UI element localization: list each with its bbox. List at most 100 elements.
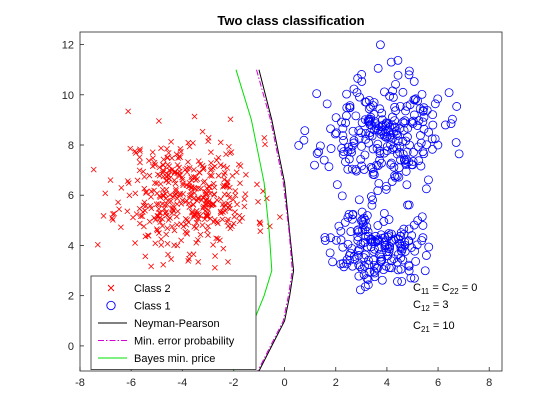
data-point-x <box>204 227 210 234</box>
data-point-o <box>380 241 390 250</box>
annotation-c12: C12 = 3 <box>413 299 449 313</box>
data-point-o <box>331 235 341 245</box>
data-point-o <box>352 226 362 236</box>
data-point-o <box>345 101 355 110</box>
data-point-o <box>433 140 443 150</box>
data-point-x <box>205 232 211 238</box>
data-point-x <box>214 220 221 227</box>
data-point-x <box>174 221 180 228</box>
data-point-x <box>195 195 202 202</box>
data-point-x <box>164 155 171 161</box>
legend-label-class-1: Class 1 <box>134 301 171 313</box>
data-point-o <box>375 249 385 259</box>
data-point-x <box>235 161 242 168</box>
data-point-x <box>195 258 202 265</box>
data-point-x <box>142 207 148 214</box>
data-point-o <box>375 155 384 165</box>
data-point-o <box>349 138 359 148</box>
data-point-x <box>143 190 149 196</box>
data-point-x <box>213 235 220 242</box>
data-point-x <box>177 148 184 155</box>
data-point-x <box>233 169 240 176</box>
data-point-x <box>167 191 173 198</box>
data-point-x <box>172 188 179 194</box>
data-point-x <box>241 196 248 202</box>
data-point-o <box>312 149 322 158</box>
data-point-o <box>348 214 357 224</box>
data-point-o <box>360 97 370 107</box>
data-point-o <box>409 147 418 157</box>
data-point-o <box>348 261 357 271</box>
data-point-x <box>191 166 197 173</box>
data-point-o <box>340 217 350 227</box>
data-point-o <box>353 232 363 242</box>
data-point-o <box>357 77 367 86</box>
data-point-o <box>357 70 366 79</box>
data-point-x <box>231 213 238 220</box>
data-point-x <box>102 190 109 197</box>
data-point-x <box>199 162 206 169</box>
data-point-o <box>354 260 364 270</box>
data-point-x <box>211 191 218 198</box>
legend-label-neyman-pearson: Neyman-Pearson <box>134 318 220 330</box>
data-point-o <box>337 143 347 153</box>
data-point-o <box>386 130 395 140</box>
data-point-x <box>160 168 167 174</box>
data-point-x <box>208 166 215 173</box>
data-point-o <box>352 88 362 97</box>
data-point-x <box>195 237 201 243</box>
data-point-o <box>382 146 392 156</box>
data-point-o <box>294 140 304 150</box>
data-point-o <box>360 250 370 260</box>
data-point-x <box>195 185 202 192</box>
data-point-x <box>134 177 141 184</box>
data-point-x <box>232 209 238 215</box>
data-point-o <box>385 244 394 254</box>
data-point-o <box>419 149 429 159</box>
data-point-o <box>416 161 426 171</box>
data-point-x <box>151 159 158 166</box>
data-point-x <box>180 191 187 197</box>
data-point-o <box>351 111 361 121</box>
data-point-x <box>137 213 144 220</box>
data-point-o <box>349 84 359 94</box>
data-point-o <box>339 262 349 272</box>
x-tick-label: -6 <box>126 377 136 389</box>
cost-annotations: C11 = C22 = 0 C12 = 3 C21 = 10 <box>413 282 477 334</box>
data-point-x <box>224 182 230 189</box>
data-point-x <box>232 192 239 199</box>
data-point-x <box>210 200 216 207</box>
data-point-x <box>182 228 189 235</box>
data-point-x <box>125 180 132 187</box>
data-point-x <box>171 170 178 176</box>
data-point-o <box>433 94 443 104</box>
data-point-o <box>355 285 365 295</box>
data-point-o <box>394 172 404 182</box>
data-point-x <box>132 148 138 155</box>
x-tick-label: 4 <box>384 377 390 389</box>
data-point-o <box>401 106 410 116</box>
data-point-o <box>360 215 370 225</box>
data-point-o <box>358 217 368 227</box>
data-point-o <box>447 114 457 124</box>
data-point-o <box>418 221 428 230</box>
data-point-x <box>203 213 210 220</box>
data-point-x <box>225 200 231 207</box>
data-point-x <box>137 159 143 166</box>
data-point-x <box>165 217 172 223</box>
data-point-o <box>330 129 340 139</box>
data-point-o <box>395 155 405 165</box>
data-point-o <box>390 172 400 182</box>
data-point-o <box>381 181 391 191</box>
data-point-o <box>410 95 420 105</box>
data-point-x <box>196 169 203 176</box>
data-point-x <box>225 143 232 150</box>
data-point-x <box>158 236 165 243</box>
data-point-x <box>156 192 163 199</box>
data-point-o <box>352 166 361 176</box>
data-point-o <box>421 251 431 260</box>
data-point-x <box>227 150 233 157</box>
data-point-o <box>383 232 393 242</box>
data-point-x <box>145 232 151 239</box>
data-point-x <box>160 156 167 163</box>
